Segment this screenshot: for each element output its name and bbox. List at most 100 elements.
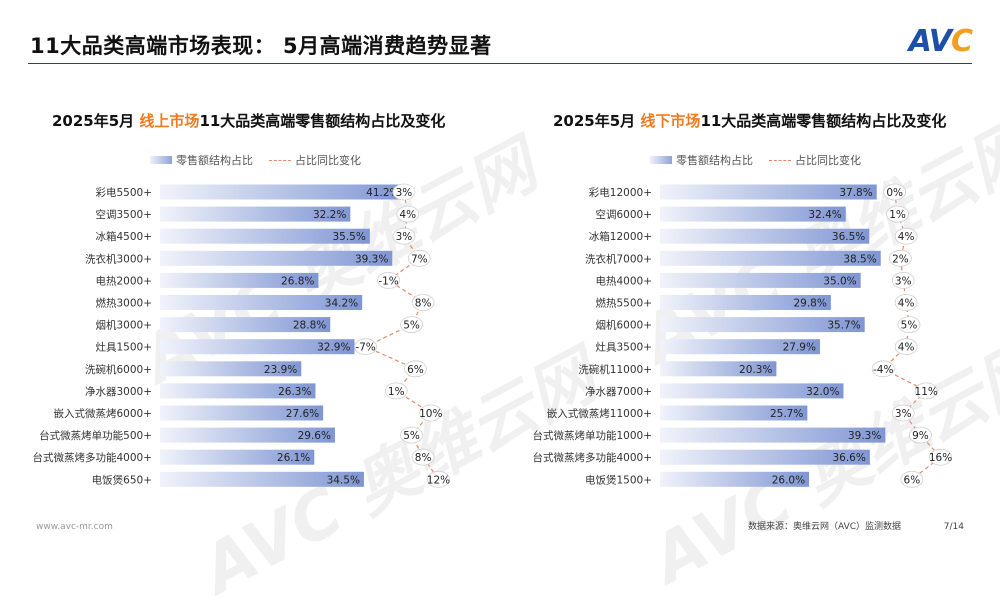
logo-text-accent: C <box>950 24 973 59</box>
offline-share-bar <box>660 206 846 222</box>
online-change-marker <box>392 227 416 245</box>
online-share-value-label: 35.5% <box>332 231 365 243</box>
online-change-label: 7% <box>411 253 428 265</box>
online-title-highlight: 线上市场 <box>139 112 200 130</box>
header-divider <box>28 63 972 64</box>
online-share-bar <box>160 228 370 244</box>
online-share-value-label: 34.2% <box>325 298 358 310</box>
online-change-label: 12% <box>427 474 450 486</box>
offline-category-label: 彩电12000+ <box>589 186 652 199</box>
online-share-bar <box>160 471 364 487</box>
online-share-value-label: 39.3% <box>355 253 388 265</box>
online-share-value-label: 28.8% <box>293 320 326 332</box>
online-category-label: 嵌入式微蒸烤6000+ <box>53 407 152 420</box>
offline-share-value-label: 25.7% <box>770 408 803 420</box>
offline-category-label: 灶具3500+ <box>595 341 652 354</box>
online-change-marker <box>400 316 424 334</box>
online-category-label: 电饭煲650+ <box>92 473 152 486</box>
online-change-label: 1% <box>388 386 405 398</box>
offline-change-marker <box>886 205 909 223</box>
logo-text-main: AV <box>908 24 952 59</box>
offline-change-marker <box>897 316 921 334</box>
offline-category-label: 电饭煲1500+ <box>585 473 652 486</box>
offline-change-label: -4% <box>873 364 893 376</box>
offline-share-bar <box>660 427 886 443</box>
offline-share-value-label: 35.7% <box>827 320 860 332</box>
offline-change-marker <box>894 294 918 311</box>
legend-bar-label: 零售额结构占比 <box>676 154 753 167</box>
offline-change-label: 2% <box>892 253 909 265</box>
offline-title-suffix: 11大品类高端零售额结构占比及变化 <box>700 112 947 130</box>
legend-line-label: 占比同比变化 <box>295 154 361 167</box>
online-change-marker <box>404 360 427 378</box>
offline-share-value-label: 35.0% <box>823 275 856 287</box>
online-category-label: 洗衣机3000+ <box>85 252 152 265</box>
online-change-marker <box>419 404 443 422</box>
offline-category-label: 台式微蒸烤单功能1000+ <box>532 429 652 442</box>
avc-logo: AVC <box>908 24 973 59</box>
online-category-label: 台式微蒸烤多功能4000+ <box>32 451 152 464</box>
online-category-label: 冰箱4500+ <box>95 230 152 243</box>
online-share-value-label: 27.6% <box>286 408 319 420</box>
offline-share-bar <box>660 272 861 288</box>
offline-change-marker <box>871 360 895 378</box>
offline-change-marker <box>900 470 924 488</box>
online-change-marker <box>396 205 420 223</box>
offline-category-label: 烟机6000+ <box>595 319 652 332</box>
online-change-label: -7% <box>355 342 375 354</box>
offline-change-label: 16% <box>929 452 952 464</box>
online-legend: 零售额结构占比 占比同比变化 <box>150 152 361 168</box>
offline-share-value-label: 26.0% <box>772 474 805 486</box>
offline-change-label: 9% <box>912 430 929 442</box>
offline-change-marker <box>929 448 952 466</box>
offline-change-label: 3% <box>895 275 912 287</box>
offline-change-marker <box>888 249 912 267</box>
online-change-marker <box>354 338 377 356</box>
offline-category-label: 洗衣机7000+ <box>585 252 652 265</box>
offline-change-label: 4% <box>898 342 915 354</box>
offline-change-label: 3% <box>895 408 912 420</box>
online-title-suffix: 11大品类高端零售额结构占比及变化 <box>199 112 446 130</box>
offline-share-value-label: 27.9% <box>783 342 816 354</box>
offline-change-marker <box>883 183 907 201</box>
offline-share-bar <box>660 361 777 377</box>
offline-share-bar <box>660 295 831 310</box>
online-share-value-label: 34.5% <box>327 474 360 486</box>
online-change-marker <box>411 294 435 311</box>
online-share-value-label: 26.8% <box>281 275 314 287</box>
online-category-label: 彩电5500+ <box>95 186 152 199</box>
online-share-bar <box>160 383 316 399</box>
offline-change-marker <box>914 382 938 400</box>
online-share-bar <box>160 361 302 377</box>
online-category-label: 空调3500+ <box>95 208 152 221</box>
online-change-marker <box>427 470 450 488</box>
offline-category-label: 洗碗机11000+ <box>578 363 652 376</box>
offline-change-marker <box>894 227 918 245</box>
online-category-label: 灶具1500+ <box>95 341 152 354</box>
online-share-bar <box>160 405 324 421</box>
offline-change-label: 5% <box>901 320 918 332</box>
offline-change-marker <box>894 338 918 356</box>
offline-change-label: 1% <box>889 209 906 221</box>
online-share-bar <box>160 295 363 310</box>
offline-share-bar <box>660 339 820 355</box>
legend-bar-label: 零售额结构占比 <box>176 154 253 167</box>
offline-share-bar <box>660 449 870 465</box>
legend-bar-swatch <box>150 156 172 164</box>
offline-category-label: 净水器7000+ <box>585 385 652 398</box>
offline-share-bar <box>660 250 881 266</box>
page-number: 7/14 <box>943 522 964 532</box>
offline-change-label: 6% <box>904 474 921 486</box>
online-category-label: 燃热3000+ <box>95 297 152 310</box>
online-category-label: 电热2000+ <box>95 274 152 287</box>
offline-share-value-label: 39.3% <box>848 430 881 442</box>
offline-share-value-label: 36.5% <box>832 231 865 243</box>
online-share-bar <box>160 449 315 465</box>
offline-share-value-label: 38.5% <box>843 253 876 265</box>
offline-title-prefix: 2025年5月 <box>553 112 641 130</box>
online-share-value-label: 32.9% <box>317 342 350 354</box>
online-change-label: 3% <box>396 187 413 199</box>
offline-share-value-label: 32.4% <box>808 209 841 221</box>
online-change-marker <box>384 382 408 400</box>
offline-category-label: 嵌入式微蒸烤11000+ <box>547 407 652 420</box>
